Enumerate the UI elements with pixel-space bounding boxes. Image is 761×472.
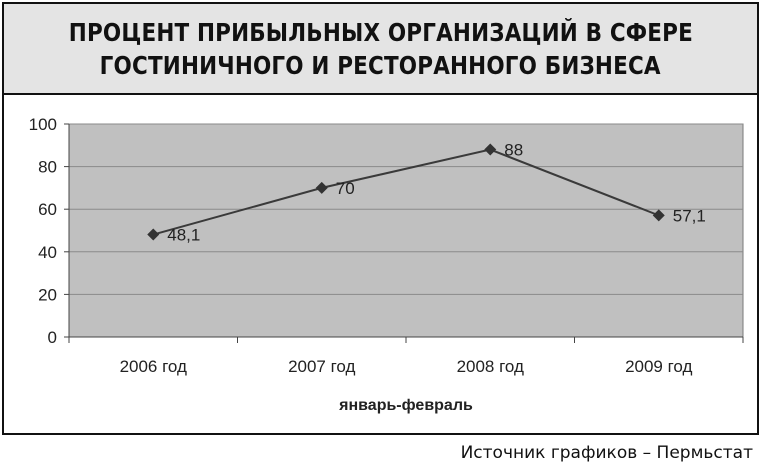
y-tick-label: 0 [48, 328, 57, 347]
data-point-marker [147, 228, 160, 241]
data-label: 48,1 [167, 226, 200, 245]
data-label: 57,1 [673, 206, 706, 225]
data-label: 70 [336, 179, 355, 198]
y-tick-label: 60 [38, 200, 57, 219]
plot-area [68, 123, 744, 338]
x-tick-label: 2009 год [625, 357, 692, 376]
x-axis-title: январь-февраль [338, 397, 473, 414]
data-point-marker [652, 209, 665, 222]
series-line [152, 148, 660, 236]
x-tick-label: 2008 год [457, 357, 524, 376]
y-tick-label: 20 [38, 285, 57, 304]
y-tick-label: 40 [38, 243, 57, 262]
y-tick-label: 80 [38, 158, 57, 177]
source-note: Источник графиков – Пермьстат [460, 443, 753, 463]
chart-title-box: ПРОЦЕНТ ПРИБЫЛЬНЫХ ОРГАНИЗАЦИЙ В СФЕРЕ Г… [4, 4, 757, 95]
y-tick-label: 100 [29, 115, 57, 134]
x-tick-label: 2007 год [288, 357, 355, 376]
chart-title-line-1: ПРОЦЕНТ ПРИБЫЛЬНЫХ ОРГАНИЗАЦИЙ В СФЕРЕ [68, 17, 693, 47]
chart-title-line-2: ГОСТИНИЧНОГО И РЕСТОРАННОГО БИЗНЕСА [99, 50, 662, 80]
data-point-marker [315, 181, 328, 194]
data-label: 88 [504, 141, 523, 160]
x-tick-label: 2006 год [120, 357, 187, 376]
data-point-marker [484, 143, 497, 156]
